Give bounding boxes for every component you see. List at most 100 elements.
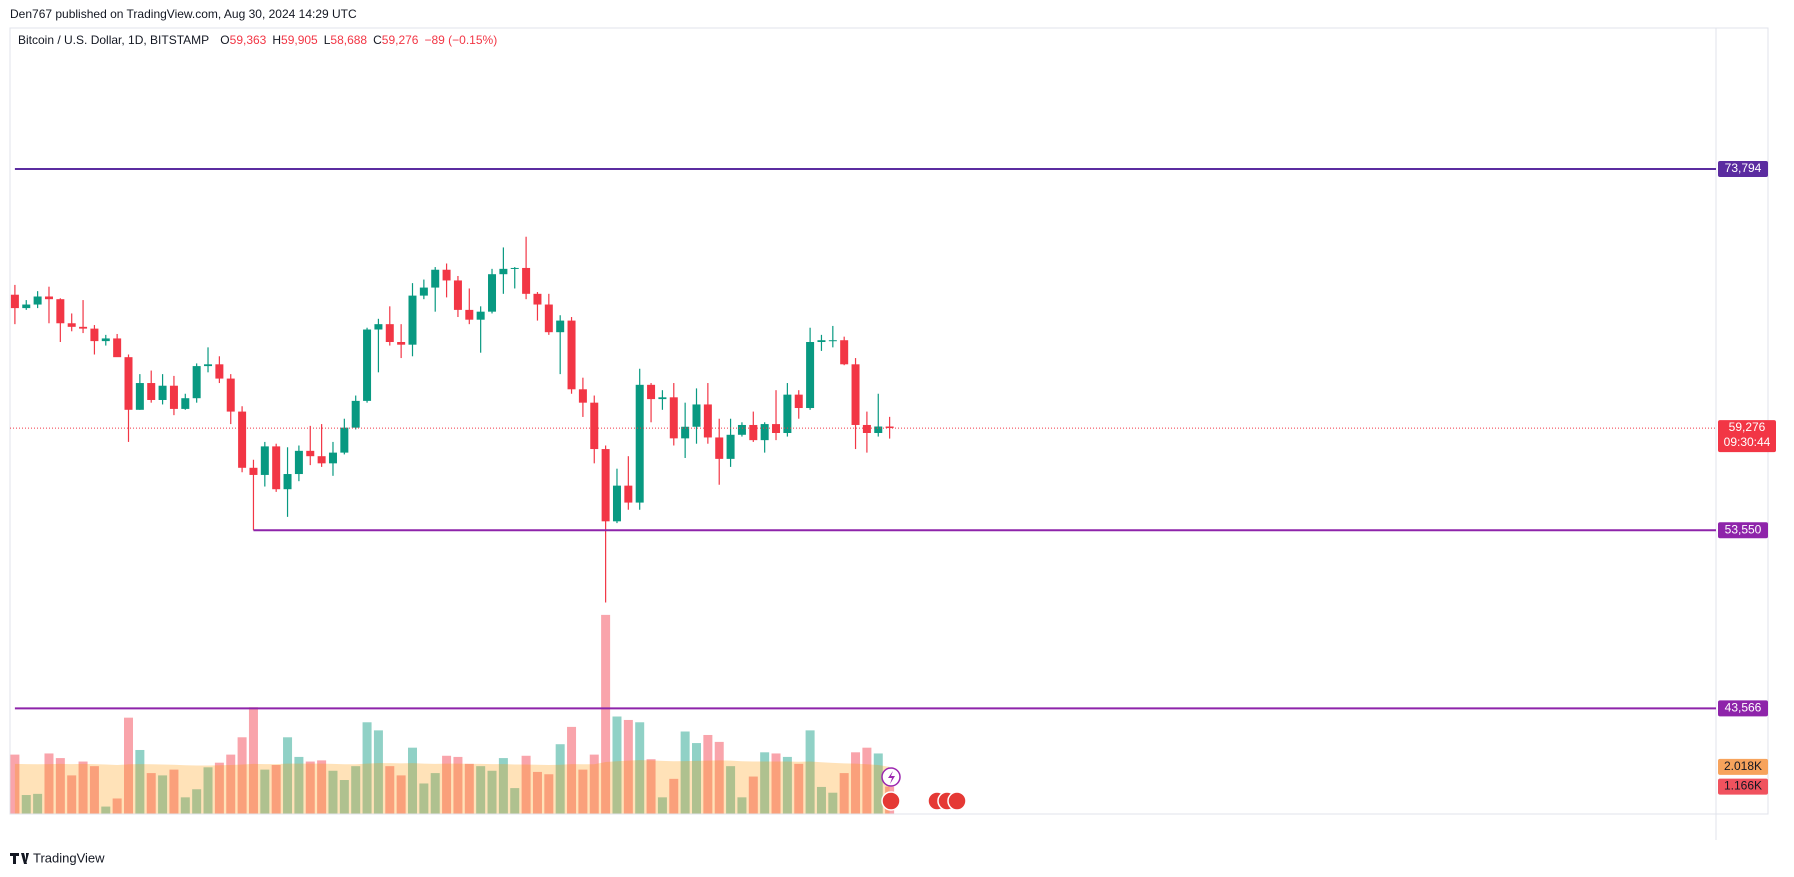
volume-bar (33, 793, 43, 814)
volume-bar (101, 806, 111, 814)
candle-body (749, 424, 758, 441)
candle-body (351, 400, 360, 428)
candle-body (737, 424, 746, 435)
volume-ma-line (14, 760, 890, 814)
candle-body (192, 366, 201, 399)
candle-body (817, 340, 826, 343)
candle-body (419, 287, 428, 296)
candle-body (67, 323, 76, 327)
candle-body (567, 320, 576, 390)
event-icons (881, 767, 967, 811)
candle-body (488, 274, 497, 312)
candle-body (726, 434, 735, 459)
candle-body (56, 299, 65, 324)
candle-body (522, 267, 531, 294)
candle-body (340, 427, 349, 453)
candle-body (681, 426, 690, 439)
icon (947, 791, 967, 811)
level-badge (1718, 700, 1768, 717)
volume-bar (748, 776, 758, 814)
volume-bar (260, 769, 270, 814)
icon (888, 771, 895, 784)
volume-bar (112, 798, 122, 814)
volume-bar (78, 761, 88, 814)
ohlc-key: H (272, 33, 281, 47)
volume-bar (567, 726, 577, 814)
candle-body (840, 340, 849, 365)
candle-body (22, 304, 31, 309)
volume-bar (589, 754, 599, 814)
volume-bar (158, 775, 168, 814)
volume-bar (408, 747, 417, 814)
volume-bar (476, 766, 486, 814)
volume-bar (464, 763, 474, 814)
volume-bar (419, 783, 429, 814)
candle-body (10, 294, 19, 309)
volume-label: 2.018K (1724, 759, 1762, 773)
candle-body (101, 338, 110, 342)
candle-body (135, 383, 144, 410)
ohlc-value: 59,905 (281, 33, 318, 47)
candle-body (874, 426, 883, 433)
candle-body (385, 324, 394, 343)
candle-body (510, 267, 519, 269)
candle-body (158, 385, 167, 400)
candle-body (33, 296, 42, 305)
ohlc-key: O (220, 33, 229, 47)
candle-body (601, 449, 610, 522)
volume-bar (771, 753, 781, 814)
volume-bar (623, 719, 633, 814)
candle-body (760, 424, 769, 441)
volume-bar (714, 741, 724, 814)
candle-body (226, 378, 235, 412)
candle-body (692, 404, 701, 427)
volume-bar (135, 749, 145, 814)
candle-body (556, 320, 565, 333)
volume-bar (487, 770, 497, 814)
candle-body (260, 446, 269, 475)
ohlc-value: 58,688 (330, 33, 367, 47)
volume-bar (362, 722, 372, 814)
volume-bar (851, 752, 861, 814)
volume-bar (328, 770, 338, 814)
volume-bar (805, 730, 815, 814)
candle-body (578, 389, 587, 403)
volume-bar (271, 765, 281, 814)
volume-bar (816, 786, 826, 814)
level-badge (1718, 161, 1768, 178)
volume-bar (248, 707, 258, 814)
candle-body (465, 309, 474, 320)
candle-body (306, 450, 315, 457)
volume-bar (67, 775, 77, 814)
volume-bar (544, 774, 554, 814)
countdown-label: 09:30:44 (1724, 435, 1771, 449)
volume-bar (214, 762, 224, 814)
candle-body (181, 398, 190, 409)
candle-body (647, 384, 656, 400)
publisher: Den767 published on TradingView.com, Aug… (10, 7, 357, 21)
candle-body (442, 269, 451, 281)
symbol-legend: Bitcoin / U.S. Dollar, 1D, BITSTAMP O59,… (18, 33, 497, 47)
volume-bar (146, 773, 156, 814)
volume-bar (703, 734, 713, 814)
volume-badge (1718, 778, 1768, 795)
candle-body (113, 338, 122, 358)
candle-body (147, 383, 156, 400)
candle-body (169, 385, 178, 409)
candle-body (374, 324, 383, 330)
candle-body (317, 456, 326, 464)
volume-bar (760, 752, 770, 814)
volume-bar (373, 730, 383, 814)
candle-body (783, 394, 792, 433)
level-badge (1718, 522, 1768, 539)
volume-bar (737, 797, 747, 814)
candle-body (499, 268, 508, 275)
volume-bar (839, 773, 849, 814)
volume-bar (782, 756, 792, 814)
volume-bar (55, 758, 65, 814)
candle-body (772, 424, 781, 433)
volume-label: 1.166K (1724, 779, 1762, 793)
